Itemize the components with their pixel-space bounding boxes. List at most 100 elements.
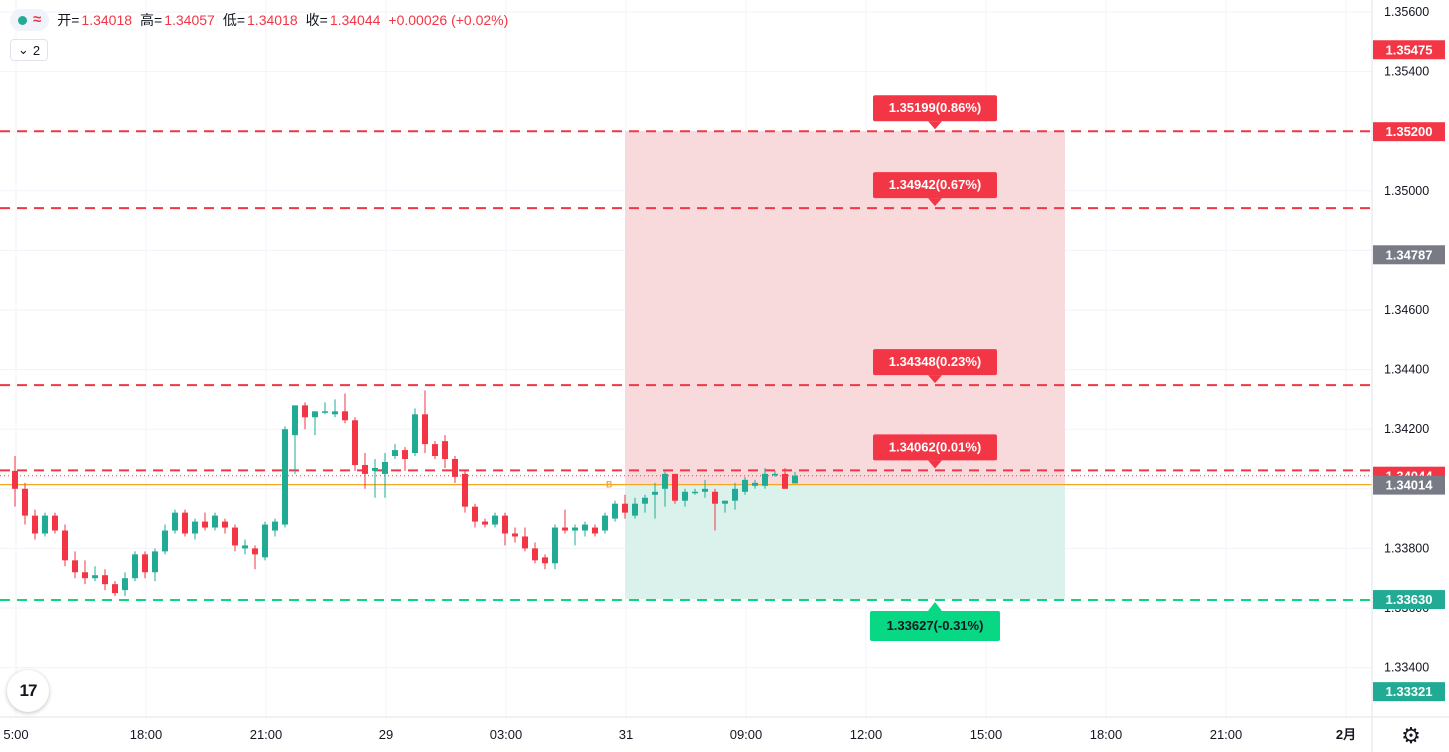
price-tag-box	[1373, 475, 1445, 495]
symbol-status[interactable]: ≈	[10, 9, 50, 31]
candle-body	[312, 411, 318, 418]
open-value: 1.34018	[81, 12, 133, 28]
price-tag: 1.33630	[1373, 590, 1445, 610]
price-tag-box	[1373, 682, 1445, 702]
label-box	[873, 434, 997, 461]
candle-body	[212, 515, 218, 528]
price-axis[interactable]: 1.334001.336001.338001.340001.342001.344…	[1371, 0, 1445, 752]
change-value: +0.00026 (+0.02%)	[388, 12, 509, 28]
candle-body	[302, 405, 308, 418]
horizontal-lines[interactable]	[0, 130, 1372, 601]
x-tick-label: 15:00	[970, 727, 1003, 742]
candle-body	[582, 524, 588, 531]
price-tag-text: 1.34014	[1386, 478, 1434, 493]
price-tag-box	[1373, 590, 1445, 610]
candle-body	[522, 536, 528, 549]
candle-body	[752, 482, 758, 486]
candle-body	[222, 521, 228, 528]
candle-body	[252, 548, 258, 555]
price-tag-text: 1.35475	[1386, 42, 1433, 57]
tradingview-logo-icon[interactable]: 17	[7, 670, 49, 712]
x-tick-label: 03:00	[490, 727, 523, 742]
high-label: 高=	[140, 12, 163, 28]
price-tag-text: 1.33630	[1386, 592, 1433, 607]
label-text: 1.34348(0.23%)	[889, 354, 982, 369]
candle-body	[782, 473, 788, 489]
candle-body	[332, 411, 338, 415]
price-tag-box	[1373, 245, 1445, 265]
candle-body	[462, 473, 468, 507]
candle-body	[692, 491, 698, 494]
candle-body	[382, 461, 388, 474]
candle-body	[362, 464, 368, 474]
candle-body	[412, 414, 418, 454]
open-label: 开=	[57, 12, 80, 28]
label-text: 1.33627(-0.31%)	[887, 618, 984, 633]
candle-body	[112, 584, 118, 594]
candle-body	[552, 527, 558, 564]
candle-body	[532, 548, 538, 561]
label-box	[873, 172, 997, 199]
candle-body	[652, 491, 658, 495]
price-tag: 1.35475	[1373, 40, 1445, 60]
line-label: 1.34942(0.67%)	[873, 172, 997, 207]
gear-icon[interactable]: ⚙	[1401, 723, 1421, 748]
candle-body	[152, 551, 158, 573]
label-pointer	[928, 121, 942, 130]
candle-body	[662, 473, 668, 489]
candle-body	[632, 503, 638, 516]
y-tick-label: 1.35000	[1384, 184, 1429, 198]
close-label: 收=	[305, 12, 328, 28]
x-tick-label: 5:00	[3, 727, 28, 742]
x-tick-label: 18:00	[1090, 727, 1123, 742]
price-tag-box	[1373, 40, 1445, 60]
y-tick-label: 1.34600	[1384, 303, 1429, 317]
line-label: 1.34348(0.23%)	[873, 349, 997, 384]
price-tag: 1.34787	[1373, 245, 1445, 265]
low-value: 1.34018	[247, 12, 298, 28]
candle-body	[72, 560, 78, 573]
price-tag-box	[1373, 122, 1445, 142]
candle-body	[42, 515, 48, 534]
y-tick-label: 1.33800	[1384, 541, 1429, 555]
candle-body	[492, 515, 498, 525]
candle-body	[622, 503, 628, 513]
candle-body	[102, 575, 108, 585]
candle-body	[392, 450, 398, 457]
price-tag-text: 1.34787	[1386, 247, 1433, 262]
candle-body	[92, 575, 98, 579]
candle-body	[422, 414, 428, 445]
candle-body	[402, 450, 408, 459]
x-tick-label: 18:00	[130, 727, 163, 742]
candle-body	[682, 491, 688, 501]
label-pointer	[928, 375, 942, 384]
candle-body	[352, 420, 358, 465]
position-zones	[625, 131, 1065, 600]
label-box	[873, 349, 997, 376]
x-tick-label: 21:00	[1210, 727, 1243, 742]
candle-body	[12, 470, 18, 489]
label-pointer	[928, 460, 942, 469]
price-tag: 1.34014	[1373, 475, 1445, 495]
close-value: 1.34044	[329, 12, 381, 28]
candle-body	[572, 527, 578, 531]
candle-body	[732, 488, 738, 501]
status-dot-icon	[18, 15, 27, 25]
candle-body	[542, 557, 548, 564]
candle-body	[562, 527, 568, 531]
candle-body	[702, 488, 708, 492]
candle-body	[442, 441, 448, 459]
line-label: 1.33627(-0.31%)	[870, 601, 1000, 641]
candle-body	[182, 512, 188, 534]
candle-body	[322, 411, 328, 413]
indicators-toggle-button[interactable]: ⌄ 2	[10, 39, 48, 61]
label-text: 1.34942(0.67%)	[889, 177, 982, 192]
y-tick-label: 1.35600	[1384, 5, 1429, 19]
price-tag: 1.35200	[1373, 122, 1445, 142]
candle-body	[242, 545, 248, 549]
time-axis[interactable]: 5:00 18:00 21:00 29 03:00 31 09:00 12:00 15:00 18…	[0, 716, 1449, 742]
candle-body	[602, 515, 608, 531]
y-tick-label: 1.33400	[1384, 661, 1429, 675]
candle-body	[762, 473, 768, 486]
